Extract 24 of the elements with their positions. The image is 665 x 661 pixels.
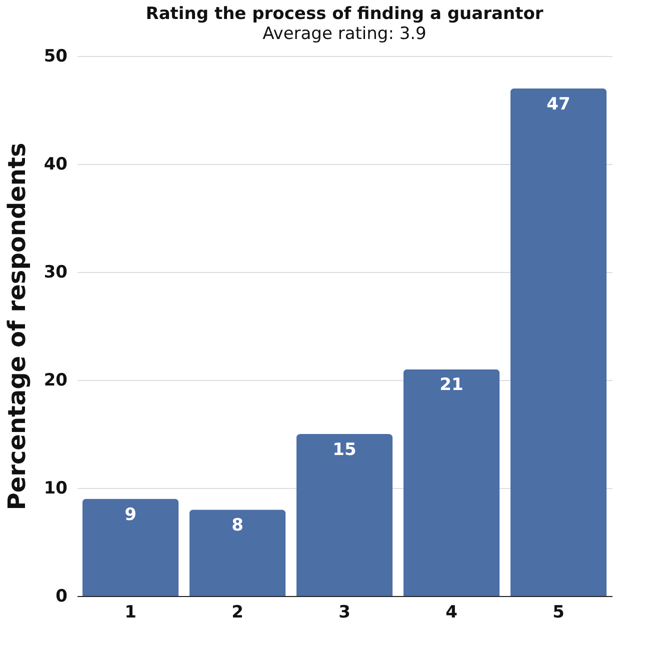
bar [296,434,393,596]
x-tick-label: 3 [338,602,350,622]
y-tick-label: 10 [44,478,68,498]
bar [403,369,500,596]
chart-subtitle: Average rating: 3.9 [262,24,426,44]
y-tick-label: 40 [44,154,68,174]
chart-title: Rating the process of finding a guarantor [146,4,544,24]
bar [82,498,179,596]
bar [189,510,286,596]
y-axis-title: Percentage of respondents [2,142,31,510]
data-label: 21 [440,375,464,396]
x-tick-label: 4 [446,602,458,622]
data-label: 47 [546,94,570,114]
x-tick-label: 5 [552,602,564,622]
x-tick-label: 1 [124,602,136,622]
y-tick-label: 30 [44,262,68,282]
data-label: 8 [232,516,244,536]
data-label: 9 [124,504,136,525]
y-tick-label: 20 [44,370,68,390]
y-tick-label: 50 [44,46,68,66]
data-label: 15 [332,440,356,460]
y-tick-label: 0 [56,586,68,606]
x-tick-label: 2 [232,602,244,622]
bar [510,88,607,596]
